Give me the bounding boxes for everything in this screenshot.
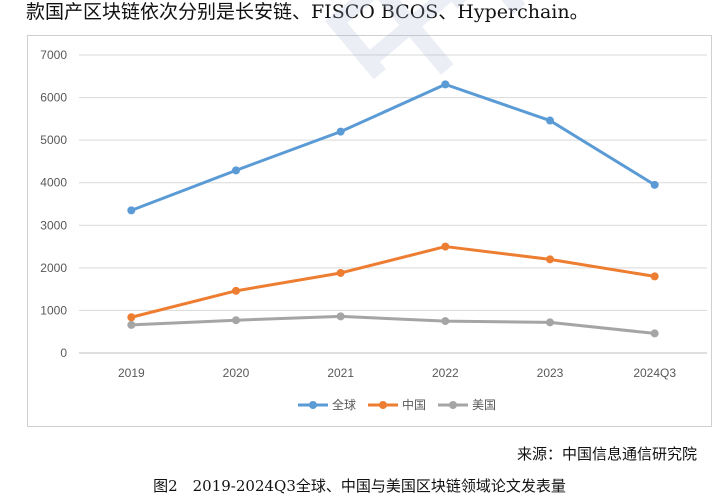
y-tick-label: 5000 — [40, 133, 67, 147]
y-tick-label: 6000 — [40, 91, 67, 105]
legend-marker — [309, 401, 317, 409]
x-tick-label: 2023 — [537, 366, 564, 380]
legend-label: 全球 — [332, 397, 356, 412]
data-point — [232, 166, 240, 175]
data-point — [127, 206, 136, 215]
y-tick-label: 7000 — [40, 48, 67, 62]
data-point — [441, 317, 450, 326]
data-point — [336, 127, 345, 136]
legend-marker — [449, 401, 457, 409]
data-point — [546, 255, 554, 264]
data-point — [441, 242, 450, 251]
y-tick-label: 0 — [60, 346, 67, 360]
data-point — [441, 80, 450, 89]
series-line — [129, 245, 657, 319]
line-chart: 0 1000 2000 3000 4000 5000 6000 7000 2019 2020 202… — [27, 35, 712, 427]
data-point — [650, 180, 659, 189]
series-line — [129, 82, 657, 212]
x-tick-label: 2024Q3 — [633, 366, 676, 380]
x-tick-label: 2019 — [118, 366, 145, 380]
legend-label: 中国 — [402, 397, 426, 412]
intro-text: 款国产区块链依次分别是长安链、FISCO BCOS、Hyperchain。 — [26, 1, 589, 23]
x-tick-label: 2022 — [432, 366, 459, 380]
data-point — [127, 313, 136, 322]
data-point — [650, 272, 659, 281]
data-point — [232, 316, 240, 325]
figure-caption: 图2 2019-2024Q3全球、中国与美国区块链领域论文发表量 — [153, 477, 566, 495]
data-point — [232, 286, 240, 295]
legend-label: 美国 — [472, 398, 496, 412]
y-tick-label: 3000 — [40, 218, 67, 232]
data-point — [546, 318, 554, 327]
legend-marker — [379, 401, 387, 409]
data-point — [546, 116, 554, 125]
x-tick-label: 2021 — [327, 366, 354, 380]
data-point — [127, 320, 136, 329]
y-tick-label: 1000 — [40, 303, 67, 317]
data-point — [650, 329, 659, 338]
y-tick-label: 4000 — [40, 176, 67, 190]
data-point — [336, 268, 345, 277]
y-tick-label: 2000 — [40, 261, 67, 275]
source-note: 来源：中国信息通信研究院 — [516, 445, 697, 463]
data-point — [336, 312, 345, 321]
series-line — [129, 314, 657, 335]
chart-svg: 0 1000 2000 3000 4000 5000 6000 7000 2019 2020 202… — [40, 48, 707, 412]
x-tick-label: 2020 — [223, 366, 250, 380]
